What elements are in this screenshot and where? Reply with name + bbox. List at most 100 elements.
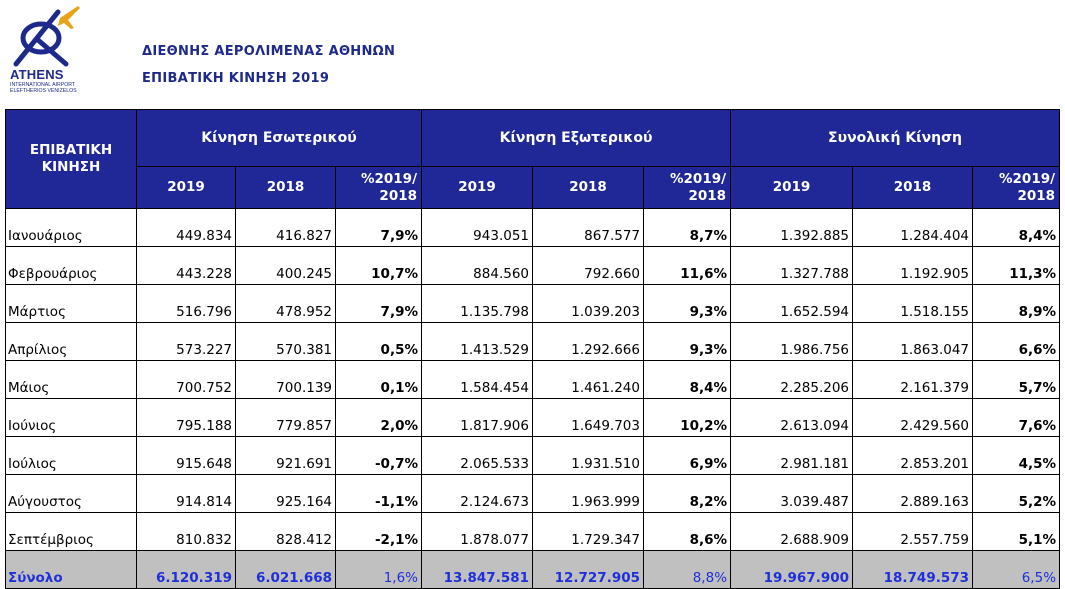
value-cell: 6.120.319: [136, 550, 236, 589]
table-row: Σεπτέμβριος 810.832 828.412 -2,1% 1.878.077 1…: [5, 512, 1061, 551]
value-cell: 1.461.240: [532, 360, 644, 399]
percent-change-cell: 9,3%: [642, 322, 732, 361]
table-row: Αύγουστος 914.814 925.164 -1,1% 2.124.673 1.9…: [5, 474, 1061, 513]
percent-change-cell: 7,6%: [972, 398, 1061, 437]
value-cell: 914.814: [136, 474, 236, 513]
value-cell: 2.285.206: [730, 360, 854, 399]
value-cell: 2.124.673: [421, 474, 533, 513]
percent-change-cell: 0,1%: [335, 360, 422, 399]
value-cell: 1.327.788: [730, 246, 854, 285]
value-cell: 2.613.094: [730, 398, 854, 437]
percent-change-cell: 6,5%: [972, 550, 1061, 589]
value-cell: 1.192.905: [852, 246, 974, 285]
table-row: Ιούνιος 795.188 779.857 2,0% 1.817.906 1.649.…: [5, 398, 1061, 437]
value-cell: 449.834: [136, 208, 236, 247]
value-cell: 18.749.573: [852, 550, 974, 589]
percent-change-cell: 1,6%: [335, 550, 422, 589]
table-row: Μάρτιος 516.796 478.952 7,9% 1.135.798 1.039.…: [5, 284, 1061, 323]
col-header: 2019: [136, 166, 236, 209]
value-cell: 1.413.529: [421, 322, 533, 361]
value-cell: 443.228: [136, 246, 236, 285]
table-row: Ιούλιος 915.648 921.691 -0,7% 2.065.533 1.931…: [5, 436, 1061, 475]
page-title: ΔΙΕΘΝΗΣ ΑΕΡΟΛΙΜΕΝΑΣ ΑΘΗΝΩΝ: [142, 44, 396, 59]
percent-change-cell: 8,8%: [642, 550, 732, 589]
value-cell: 2.429.560: [852, 398, 974, 437]
value-cell: 1.649.703: [532, 398, 644, 437]
value-cell: 6.021.668: [235, 550, 336, 589]
month-cell: Μάρτιος: [5, 284, 137, 323]
col-header: 2019: [730, 166, 854, 209]
value-cell: 2.557.759: [852, 512, 974, 551]
value-cell: 700.752: [136, 360, 236, 399]
value-cell: 828.412: [235, 512, 336, 551]
value-cell: 2.161.379: [852, 360, 974, 399]
page-subtitle: ΕΠΙΒΑΤΙΚΗ ΚΙΝΗΣΗ 2019: [142, 71, 330, 86]
value-cell: 416.827: [235, 208, 336, 247]
value-cell: 700.139: [235, 360, 336, 399]
col-header: 2018: [852, 166, 974, 209]
value-cell: 1.863.047: [852, 322, 974, 361]
month-cell: Ιούνιος: [5, 398, 137, 437]
table-row: Ιανουάριος 449.834 416.827 7,9% 943.051 867.5…: [5, 208, 1061, 247]
value-cell: 2.853.201: [852, 436, 974, 475]
value-cell: 810.832: [136, 512, 236, 551]
value-cell: 779.857: [235, 398, 336, 437]
value-cell: 1.986.756: [730, 322, 854, 361]
value-cell: 3.039.487: [730, 474, 854, 513]
percent-change-cell: -0,7%: [335, 436, 422, 475]
value-cell: 2.688.909: [730, 512, 854, 551]
table-row: Απρίλιος 573.227 570.381 0,5% 1.413.529 1.292…: [5, 322, 1061, 361]
percent-change-cell: 11,3%: [972, 246, 1061, 285]
value-cell: 795.188: [136, 398, 236, 437]
corner-header: ΕΠΙΒΑΤΙΚΗ ΚΙΝΗΣΗ: [5, 109, 137, 209]
col-header: 2018: [532, 166, 644, 209]
value-cell: 915.648: [136, 436, 236, 475]
value-cell: 19.967.900: [730, 550, 854, 589]
percent-change-cell: 8,2%: [642, 474, 732, 513]
value-cell: 478.952: [235, 284, 336, 323]
month-cell: Ιούλιος: [5, 436, 137, 475]
value-cell: 516.796: [136, 284, 236, 323]
percent-change-cell: 5,1%: [972, 512, 1061, 551]
percent-change-cell: 7,9%: [335, 284, 422, 323]
month-cell: Αύγουστος: [5, 474, 137, 513]
logo-line-2: ELEFTHERIOS VENIZELOS: [10, 88, 77, 94]
percent-change-cell: 9,3%: [642, 284, 732, 323]
value-cell: 1.284.404: [852, 208, 974, 247]
percent-change-cell: 11,6%: [642, 246, 732, 285]
col-header: %2019/ 2018: [972, 166, 1061, 209]
passenger-traffic-table: ΕΠΙΒΑΤΙΚΗ ΚΙΝΗΣΗ Κίνηση Εσωτερικού Κίνησ…: [5, 109, 1061, 589]
value-cell: 2.065.533: [421, 436, 533, 475]
col-header: 2018: [235, 166, 336, 209]
value-cell: 1.878.077: [421, 512, 533, 551]
table-row: Μάιος 700.752 700.139 0,1% 1.584.454 1.461.24…: [5, 360, 1061, 399]
percent-change-cell: 5,2%: [972, 474, 1061, 513]
table-row: Φεβρουάριος 443.228 400.245 10,7% 884.560 792…: [5, 246, 1061, 285]
total-row: Σύνολο 6.120.319 6.021.668 1,6% 13.847.581 12…: [5, 550, 1061, 589]
percent-change-cell: 8,7%: [642, 208, 732, 247]
value-cell: 400.245: [235, 246, 336, 285]
value-cell: 925.164: [235, 474, 336, 513]
value-cell: 1.292.666: [532, 322, 644, 361]
table-body: Ιανουάριος 449.834 416.827 7,9% 943.051 867.5…: [5, 208, 1061, 589]
value-cell: 1.931.510: [532, 436, 644, 475]
month-cell: Απρίλιος: [5, 322, 137, 361]
value-cell: 1.963.999: [532, 474, 644, 513]
percent-change-cell: -1,1%: [335, 474, 422, 513]
domestic-group-header: Κίνηση Εσωτερικού: [136, 109, 422, 167]
month-cell: Μάιος: [5, 360, 137, 399]
value-cell: 1.584.454: [421, 360, 533, 399]
group-header-row: ΕΠΙΒΑΤΙΚΗ ΚΙΝΗΣΗ Κίνηση Εσωτερικού Κίνησ…: [5, 109, 1061, 209]
percent-change-cell: 5,7%: [972, 360, 1061, 399]
value-cell: 1.729.347: [532, 512, 644, 551]
percent-change-cell: 8,9%: [972, 284, 1061, 323]
col-header: %2019/ 2018: [335, 166, 422, 209]
month-cell: Ιανουάριος: [5, 208, 137, 247]
logo-line-1: INTERNATIONAL AIRPORT: [10, 82, 76, 88]
month-cell: Σύνολο: [5, 550, 137, 589]
percent-change-cell: 10,2%: [642, 398, 732, 437]
percent-change-cell: 2,0%: [335, 398, 422, 437]
col-header: 2019: [421, 166, 533, 209]
percent-change-cell: 10,7%: [335, 246, 422, 285]
value-cell: 570.381: [235, 322, 336, 361]
